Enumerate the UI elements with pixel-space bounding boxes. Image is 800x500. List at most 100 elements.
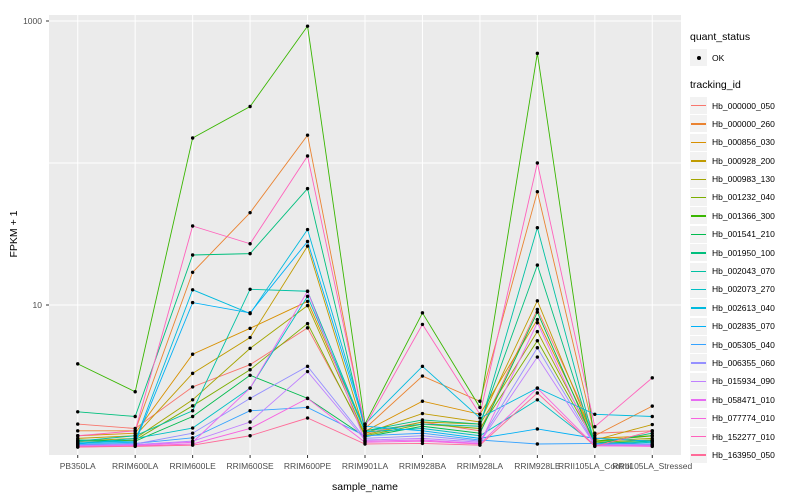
data-point (650, 422, 654, 427)
legend-item-label: Hb_002043_070 (712, 266, 775, 277)
legend-item-label: Hb_001950_100 (712, 247, 775, 258)
data-point (478, 405, 482, 410)
y-axis-title: FPKM + 1 (8, 210, 20, 258)
legend-item-label: Hb_000000_050 (712, 100, 775, 111)
data-point (133, 426, 137, 431)
data-point (478, 434, 482, 438)
data-point (76, 422, 80, 426)
line-key-icon (690, 317, 707, 335)
data-point (248, 362, 252, 367)
legend-item-label: Hb_152277_010 (712, 431, 775, 442)
data-point (190, 300, 195, 305)
data-point (420, 374, 425, 378)
legend-item-Hb_015934_090: Hb_015934_090 (690, 372, 800, 390)
legend-item-Hb_002043_070: Hb_002043_070 (690, 262, 800, 280)
data-point (593, 434, 597, 438)
legend-item-Hb_001232_040: Hb_001232_040 (690, 188, 800, 206)
line-key-icon (690, 428, 707, 446)
x-tick-label: RRIM901LA (341, 461, 389, 471)
data-point (535, 299, 540, 303)
legend: quant_status OK tracking_id Hb_000000_05… (690, 31, 800, 465)
legend-item-Hb_005305_040: Hb_005305_040 (690, 336, 800, 354)
data-point (478, 399, 482, 403)
data-point (420, 364, 425, 369)
data-point (190, 371, 195, 376)
data-point (248, 386, 252, 390)
data-point (650, 439, 654, 443)
line-key-icon (690, 354, 707, 372)
data-point (133, 390, 137, 394)
data-point (305, 405, 310, 410)
data-point (305, 299, 310, 304)
line-key-icon (690, 446, 707, 464)
legend-item-Hb_002073_270: Hb_002073_270 (690, 280, 800, 298)
line-key-icon (690, 170, 707, 188)
data-point (305, 364, 310, 369)
data-point (420, 399, 425, 403)
legend-item-label: Hb_000856_030 (712, 137, 775, 148)
legend-item-label: Hb_000928_200 (712, 155, 775, 166)
line-key-icon (690, 372, 707, 390)
data-point (420, 431, 425, 435)
legend-item-Hb_000928_200: Hb_000928_200 (690, 152, 800, 170)
data-point (190, 224, 195, 228)
data-point (76, 434, 80, 438)
data-point (420, 411, 425, 416)
data-point (420, 418, 425, 422)
data-point (305, 133, 310, 137)
legend-item-Hb_152277_010: Hb_152277_010 (690, 428, 800, 446)
data-point (420, 434, 425, 438)
legend-item-Hb_006355_060: Hb_006355_060 (690, 354, 800, 372)
data-point (650, 376, 654, 380)
data-point (248, 210, 252, 215)
data-point (305, 321, 310, 326)
data-point (593, 436, 597, 441)
data-point (76, 445, 80, 449)
data-point (133, 444, 137, 449)
data-point (593, 444, 597, 449)
data-point (76, 410, 80, 414)
data-point (133, 434, 137, 438)
data-point (420, 441, 425, 446)
legend-item-label: Hb_006355_060 (712, 357, 775, 368)
legend-group-quant-status: quant_status OK (690, 31, 800, 66)
legend-title-tracking-id: tracking_id (690, 79, 741, 91)
x-tick-label: PB350LA (59, 461, 96, 471)
point-key-icon (690, 49, 707, 66)
legend-item-Hb_000983_130: Hb_000983_130 (690, 170, 800, 188)
data-point (133, 436, 137, 441)
data-point (535, 263, 540, 267)
data-point (248, 434, 252, 438)
x-tick-label: RRII105LA_Control (557, 461, 632, 471)
data-point (248, 396, 252, 401)
line-key-icon (690, 225, 707, 243)
data-point (478, 416, 482, 420)
legend-item-Hb_002835_070: Hb_002835_070 (690, 317, 800, 335)
x-tick-label: RRIM600SE (226, 461, 274, 471)
legend-item-Hb_001541_210: Hb_001541_210 (690, 225, 800, 243)
data-point (305, 289, 310, 293)
data-point (190, 352, 195, 356)
x-tick-label: RRII105LA_Stressed (612, 461, 693, 471)
legend-item-Hb_001950_100: Hb_001950_100 (690, 244, 800, 262)
x-axis-title: sample_name (332, 481, 398, 493)
data-point (535, 226, 540, 230)
data-point (76, 362, 80, 366)
data-point (478, 424, 482, 428)
data-point (650, 431, 654, 435)
data-point (363, 424, 367, 428)
data-point (535, 51, 540, 56)
x-tick-label: RRIM600LE (169, 461, 216, 471)
legend-item-label: Hb_001541_210 (712, 229, 775, 240)
data-point (363, 442, 367, 446)
data-point (650, 414, 654, 419)
data-point (248, 311, 252, 315)
data-point (190, 426, 195, 430)
legend-item-Hb_000000_050: Hb_000000_050 (690, 97, 800, 114)
legend-item-label: Hb_000983_130 (712, 174, 775, 185)
x-tick-label: RRIM600PE (283, 461, 332, 471)
line-key-icon (690, 207, 707, 225)
legend-item-Hb_002613_040: Hb_002613_040 (690, 299, 800, 317)
data-point (650, 429, 654, 433)
